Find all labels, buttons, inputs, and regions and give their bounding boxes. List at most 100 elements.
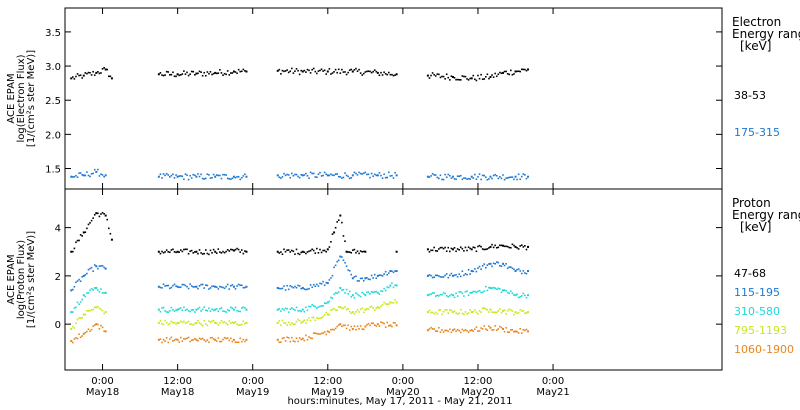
data-point [84,331,87,334]
data-point [303,174,306,176]
data-point [276,174,279,177]
data-point [228,178,231,180]
data-point [488,311,490,313]
data-point [226,70,229,72]
data-point [225,73,227,76]
data-point [336,309,338,311]
data-point [176,321,179,324]
data-point [492,76,495,78]
data-point [203,252,206,255]
data-point [361,307,364,310]
data-point [391,73,393,76]
data-point [179,307,182,309]
data-point [217,288,220,290]
data-point [494,325,496,327]
data-point [237,341,240,344]
data-point [359,308,362,311]
data-point [234,341,237,344]
data-point [352,249,354,251]
data-point [339,286,342,289]
data-point [334,327,337,330]
data-point [162,338,165,341]
data-point [444,292,446,295]
data-point [242,68,245,71]
data-point [289,285,292,287]
data-point [161,250,163,253]
data-point [369,176,371,179]
data-point [82,274,85,277]
proton-legend-title-line: Proton [732,196,771,210]
data-point [516,268,518,271]
data-point [225,322,227,325]
data-point [447,330,450,333]
data-point [481,78,484,81]
data-point [339,176,342,178]
data-point [181,309,184,311]
data-point [430,293,432,295]
data-point [351,174,354,177]
proton-legend-title-line: [keV] [740,220,771,234]
data-point [226,337,229,339]
data-point [228,288,231,290]
data-point [245,338,248,341]
data-point [373,273,376,276]
x-tick-label-time: 12:00 [464,376,493,387]
data-point [480,291,482,294]
data-point [430,274,432,277]
data-point [79,317,82,319]
data-point [173,75,176,78]
data-point [95,306,98,309]
data-point [295,337,298,339]
data-point [494,287,496,290]
data-point [82,332,85,335]
data-point [317,317,320,320]
data-point [286,336,288,339]
data-point [333,174,335,177]
proton-legend-entry: 47-68 [734,267,766,280]
data-point [433,313,435,315]
data-point [381,177,384,180]
data-point [219,307,221,310]
data-point [475,311,478,314]
data-point [167,251,170,253]
data-point [370,291,373,293]
data-point [470,311,473,314]
data-point [70,289,73,292]
data-point [204,284,207,287]
data-point [281,337,284,340]
data-point [167,341,170,344]
data-point [451,175,454,178]
data-point [359,250,362,252]
data-point [100,265,102,267]
data-point [194,285,196,288]
data-point [289,251,292,253]
data-point [186,174,188,176]
data-point [178,322,180,324]
data-point [312,249,315,252]
data-point [358,68,360,71]
data-point [461,292,464,295]
data-point [75,336,77,339]
data-point [362,172,365,175]
data-point [467,269,470,271]
electron-legend-title-line: Energy ranges [732,27,800,41]
data-point [306,68,309,71]
data-point [353,68,356,71]
data-point [237,175,240,178]
data-point [92,172,94,175]
data-point [231,72,234,74]
data-point [283,70,285,73]
data-point [220,340,223,343]
data-point [431,292,434,294]
data-point [244,307,246,309]
data-point [164,285,166,287]
data-point [195,175,198,178]
data-point [198,249,201,251]
data-point [170,73,173,76]
data-point [284,307,287,310]
data-point [438,248,440,250]
data-point [87,223,90,226]
data-point [450,293,453,296]
data-point [370,71,373,74]
